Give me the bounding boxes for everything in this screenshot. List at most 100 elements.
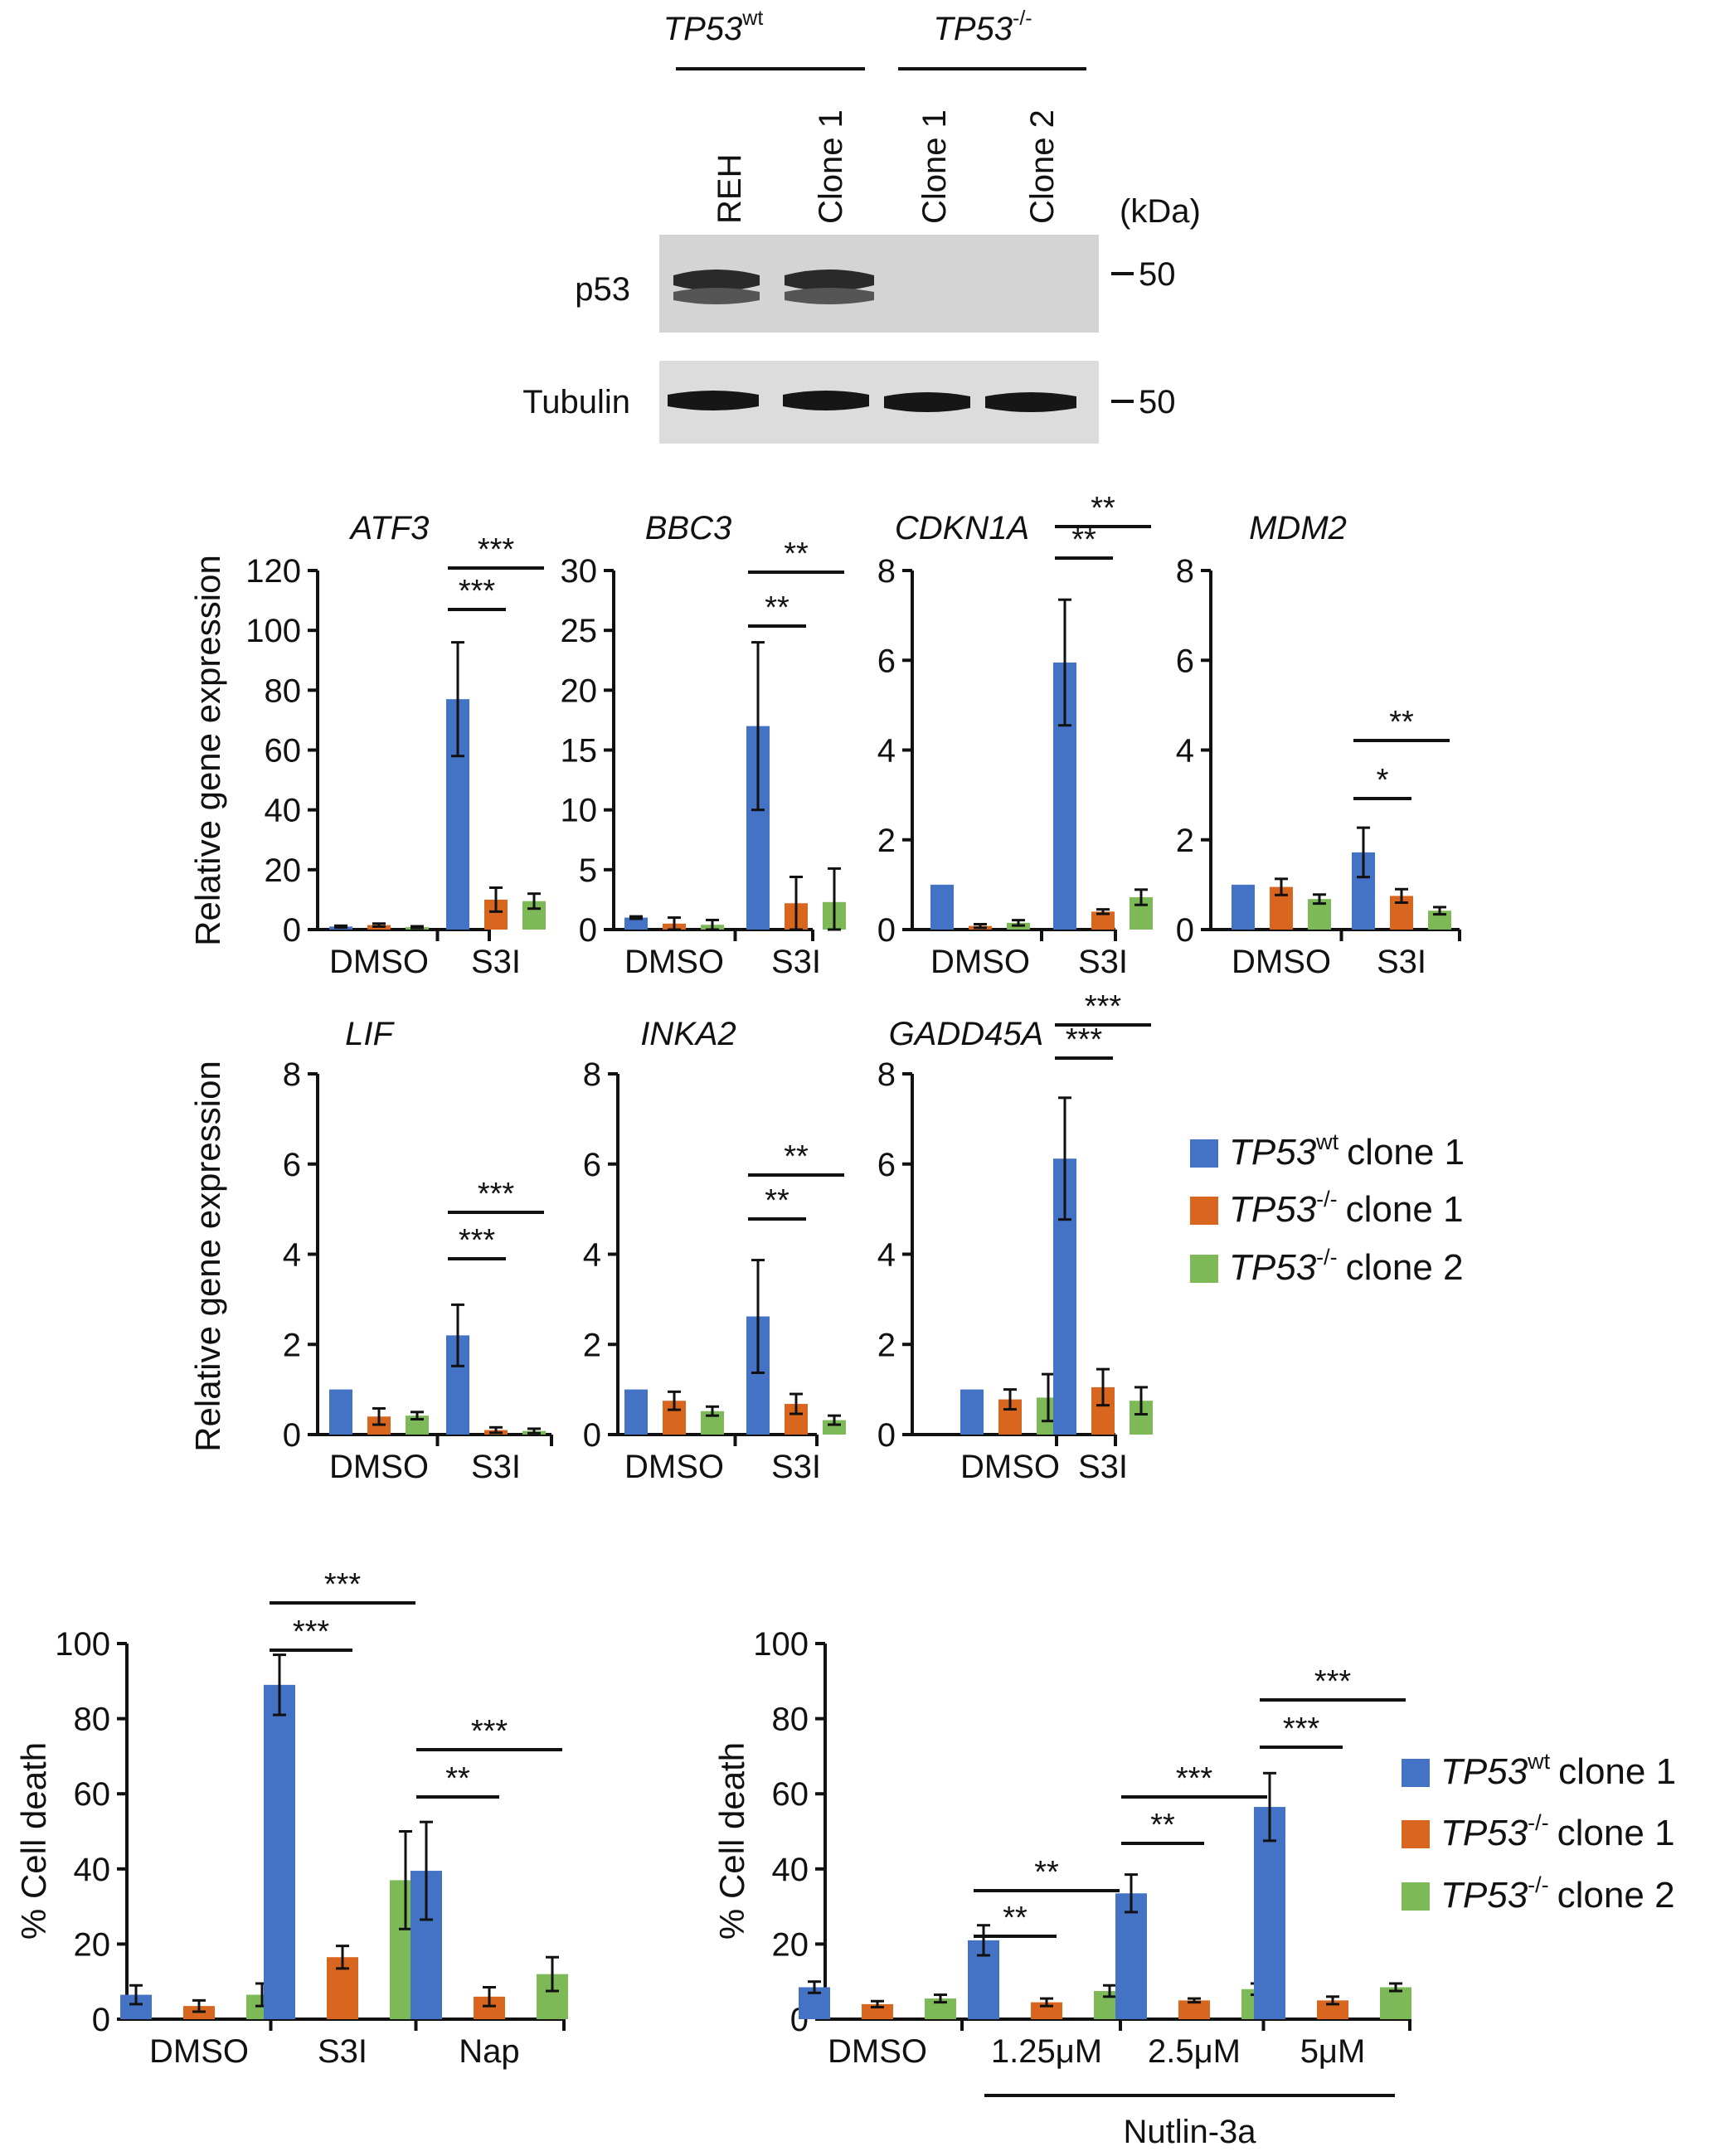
bar-ko1 bbox=[862, 2003, 893, 2019]
chart-panel-inka2: 0 2 4 6 8 DMSO S3I ** ** INKA2 bbox=[583, 1016, 846, 1485]
wb-p53-marker: 50 bbox=[1139, 256, 1176, 293]
bar-ko2 bbox=[1380, 1987, 1411, 2019]
y-tick-label: 6 bbox=[283, 1147, 301, 1183]
y-tick-label: 4 bbox=[877, 1237, 896, 1274]
y-tick-label: 8 bbox=[1176, 553, 1194, 590]
bar-wt1 bbox=[1232, 884, 1255, 930]
y-tick-label: 40 bbox=[772, 1852, 809, 1888]
x-tick-label: DMSO bbox=[329, 1449, 429, 1485]
legend2-label-ko2: TP53-/- clone 2 bbox=[1441, 1872, 1675, 1916]
wb-tubulin-band-lane1 bbox=[668, 391, 759, 410]
y-tick-label: 6 bbox=[583, 1147, 601, 1183]
bar-wt1 bbox=[1115, 1893, 1147, 2019]
significance-label: ** bbox=[1034, 1855, 1059, 1890]
y-tick-label: 4 bbox=[283, 1237, 301, 1274]
x-tick-label: 2.5μM bbox=[1148, 2033, 1241, 2070]
wb-p53-band-lane1-lower bbox=[673, 288, 760, 304]
wb-group-wt-label: TP53wt bbox=[663, 7, 764, 47]
significance-label: *** bbox=[324, 1567, 362, 1602]
x-tick-label: S3I bbox=[771, 944, 821, 980]
legend2-label-ko1: TP53-/- clone 1 bbox=[1441, 1810, 1675, 1853]
y-tick-label: 0 bbox=[579, 912, 597, 949]
y-tick-label: 2 bbox=[283, 1327, 301, 1363]
wb-lane-2-label: Clone 1 bbox=[813, 109, 849, 224]
chart-panel-lif: 0 2 4 6 8 DMSO S3I *** *** LIF Relative gene expre… bbox=[188, 1016, 553, 1485]
y-tick-label: 0 bbox=[1176, 912, 1194, 949]
bar-ko1 bbox=[1178, 2000, 1210, 2019]
significance-label: *** bbox=[1176, 1761, 1213, 1796]
legend2-swatch-ko2 bbox=[1402, 1882, 1430, 1911]
legend1-label-ko2: TP53-/- clone 2 bbox=[1229, 1245, 1464, 1288]
bar-wt1 bbox=[264, 1684, 295, 2019]
significance-label: * bbox=[1377, 763, 1389, 798]
y-tick-label: 8 bbox=[283, 1056, 301, 1093]
legend-cell-death: TP53wt clone 1 TP53-/- clone 1 TP53-/- clon… bbox=[1402, 1749, 1676, 1916]
x-tick-label: DMSO bbox=[828, 2033, 927, 2070]
significance-label: *** bbox=[478, 1177, 515, 1212]
x-tick-label: S3I bbox=[771, 1449, 821, 1485]
y-tick-label: 40 bbox=[265, 793, 302, 829]
significance-label: ** bbox=[1150, 1808, 1175, 1843]
y-tick-label: 5 bbox=[579, 852, 597, 889]
significance-label: ** bbox=[784, 1139, 809, 1174]
chart-title: ATF3 bbox=[349, 510, 430, 546]
wb-p53-band-lane2 bbox=[785, 270, 874, 291]
wb-lane-1-label: REH bbox=[712, 154, 748, 224]
legend2-swatch-ko1 bbox=[1402, 1820, 1430, 1848]
significance-label: ** bbox=[765, 1183, 789, 1218]
legend-expression: TP53wt clone 1 TP53-/- clone 1 TP53-/- clon… bbox=[1190, 1129, 1465, 1288]
y-tick-label: 4 bbox=[877, 733, 896, 770]
y-tick-label: 60 bbox=[265, 733, 302, 770]
y-tick-label: 20 bbox=[561, 673, 598, 709]
y-tick-label: 2 bbox=[877, 823, 896, 859]
significance-label: *** bbox=[459, 574, 496, 609]
wb-p53-band-lane2-lower bbox=[785, 288, 874, 304]
x-tick-label: DMSO bbox=[624, 944, 724, 980]
bar-wt1 bbox=[1254, 1807, 1285, 2019]
significance-label: *** bbox=[293, 1615, 330, 1649]
y-tick-label: 2 bbox=[877, 1327, 896, 1363]
x-tick-label: Nap bbox=[459, 2033, 519, 2070]
legend1-label-wt1: TP53wt clone 1 bbox=[1229, 1129, 1465, 1173]
wb-p53-label: p53 bbox=[575, 271, 630, 308]
y-tick-label: 2 bbox=[583, 1327, 601, 1363]
bar-ko1 bbox=[1031, 2002, 1062, 2019]
chart-panel-atf3: 0 20 40 60 80 100 120 DMSO S3I *** *** ATF3 Relative… bbox=[188, 510, 546, 980]
y-tick-label: 0 bbox=[283, 1417, 301, 1454]
significance-label: ** bbox=[765, 590, 789, 625]
significance-label: ** bbox=[1389, 705, 1414, 740]
legend1-swatch-wt1 bbox=[1190, 1139, 1218, 1168]
x-tick-label: S3I bbox=[1078, 1449, 1128, 1485]
chart-title: LIF bbox=[345, 1016, 395, 1052]
significance-label: *** bbox=[459, 1223, 496, 1258]
y-tick-label: 0 bbox=[283, 912, 301, 949]
significance-label: *** bbox=[1066, 1022, 1103, 1057]
y-tick-label: 25 bbox=[561, 613, 598, 649]
x-tick-label: 5μM bbox=[1300, 2033, 1366, 2070]
chart-title: BBC3 bbox=[645, 510, 732, 546]
x-tick-label: DMSO bbox=[329, 944, 429, 980]
y-tick-label: 4 bbox=[583, 1237, 601, 1274]
x-tick-label: DMSO bbox=[930, 944, 1030, 980]
y-tick-label: 6 bbox=[877, 643, 896, 679]
significance-label: ** bbox=[784, 537, 809, 571]
y-tick-label: 0 bbox=[92, 2002, 110, 2038]
y-tick-label: 15 bbox=[561, 733, 598, 770]
bar-wt1 bbox=[960, 1389, 984, 1435]
bar-ko1 bbox=[1091, 911, 1115, 930]
y-tick-label: 6 bbox=[1176, 643, 1194, 679]
legend1-swatch-ko2 bbox=[1190, 1255, 1218, 1283]
bar-wt1 bbox=[930, 884, 954, 930]
y-axis-label: Relative gene expression bbox=[188, 555, 227, 946]
y-tick-label: 0 bbox=[877, 1417, 896, 1454]
y-tick-label: 0 bbox=[877, 912, 896, 949]
bar-wt1 bbox=[624, 1389, 648, 1435]
y-tick-label: 8 bbox=[877, 553, 896, 590]
bar-ko1 bbox=[1317, 2000, 1348, 2019]
y-tick-label: 20 bbox=[265, 852, 302, 889]
y-tick-label: 120 bbox=[245, 553, 301, 590]
chart-panel-mdm2: 0 2 4 6 8 DMSO S3I *** MDM2 bbox=[1176, 510, 1461, 980]
